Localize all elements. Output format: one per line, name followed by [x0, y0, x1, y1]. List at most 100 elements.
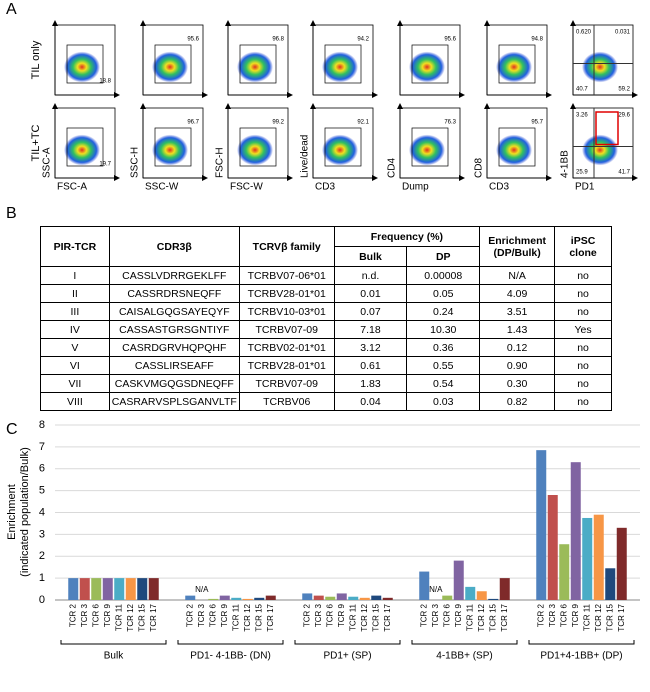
density [409, 134, 445, 166]
y-tick-label: 3 [39, 528, 45, 540]
x-axis-label: PD1 [575, 182, 595, 193]
table-cell: V [40, 338, 110, 357]
gate-value: 76.3 [444, 120, 456, 126]
gate [498, 127, 536, 167]
gate-value: 94.8 [531, 37, 543, 43]
gate [239, 44, 277, 84]
table-cell: 3.12 [333, 338, 408, 357]
group-bracket [60, 640, 167, 645]
bar [102, 578, 113, 600]
group-label: PD1+4-1BB+ (DP) [540, 651, 622, 662]
x-tick-label: TCR 17 [500, 603, 509, 631]
x-tick-label: TCR 2 [302, 603, 311, 627]
gate [498, 44, 536, 84]
bar [536, 450, 547, 600]
x-axis-label: FSC-W [230, 182, 263, 193]
table-cell: n.d. [333, 266, 408, 285]
density [152, 51, 188, 83]
header-cell: Bulk [333, 246, 408, 267]
density [322, 51, 358, 83]
x-tick-label: TCR 11 [348, 603, 357, 631]
table-row: I CASSLVDRRGEKLFF TCRBV07-06*01 n.d. 0.00008… [40, 266, 612, 285]
x-tick-label: TCR 17 [617, 603, 626, 631]
x-tick-label: TCR 15 [371, 603, 380, 631]
y-tick-label: 1 [39, 572, 45, 584]
gate-value: 96.8 [272, 37, 284, 43]
x-tick-label: TCR 2 [419, 603, 428, 627]
bar [453, 560, 464, 600]
header-cell: CDR3β [108, 226, 240, 267]
x-tick-label: TCR 11 [231, 603, 240, 631]
y-tick-label: 5 [39, 485, 45, 497]
table-cell: Yes [554, 320, 612, 339]
table-cell: III [40, 302, 110, 321]
y-tick-label: 7 [39, 441, 45, 453]
x-tick-label: TCR 12 [243, 603, 252, 631]
y-axis-label: (indicated population/Bulk) [19, 447, 31, 577]
x-tick-label: TCR 15 [605, 603, 614, 631]
table-row: V CASRDGRVHQPQHF TCRBV02-01*01 3.12 0.36 0.12… [40, 338, 612, 357]
bar [313, 595, 324, 600]
density [64, 134, 100, 166]
x-tick-label: TCR 2 [536, 603, 545, 627]
bar [547, 495, 558, 600]
table-row: IV CASSASTGRSGNTIYF TCRBV07-09 7.18 10.30 1.4… [40, 320, 612, 339]
group-bracket [177, 640, 284, 645]
gate-value: 18.8 [99, 79, 111, 85]
gate-value: 25.9 [576, 170, 588, 176]
bar [68, 578, 79, 600]
missing-label: N/A [195, 585, 209, 594]
gate [154, 127, 192, 167]
y-axis-label: CD4 [387, 158, 398, 178]
gate-value: 59.2 [618, 87, 630, 93]
x-tick-label: TCR 3 [548, 603, 557, 627]
x-tick-label: TCR 17 [383, 603, 392, 631]
x-tick-label: TCR 9 [454, 603, 463, 627]
gate [66, 127, 104, 167]
table-cell: TCRBV02-01*01 [238, 338, 335, 357]
gate-value: 92.1 [357, 120, 369, 126]
table-cell: 1.43 [479, 320, 556, 339]
table-cell: 0.04 [333, 392, 408, 411]
table-cell: 0.01 [333, 284, 408, 303]
gate-value: 0.620 [576, 30, 592, 36]
bar [254, 597, 265, 600]
bar [488, 598, 499, 600]
table-cell: 10.30 [406, 320, 481, 339]
table-row: II CASSRDRSNEQFF TCRBV28-01*01 0.01 0.05 4.09… [40, 284, 612, 303]
table-cell: 0.12 [479, 338, 556, 357]
table-cell: N/A [479, 266, 556, 285]
x-tick-label: TCR 11 [114, 603, 123, 631]
table-cell: 1.83 [333, 374, 408, 393]
gate-value: 3.26 [576, 113, 588, 119]
table-cell: no [554, 302, 612, 321]
table-cell: 0.07 [333, 302, 408, 321]
table-cell: IV [40, 320, 110, 339]
gate [595, 111, 619, 146]
gate-value: 19.7 [99, 162, 111, 168]
bar [219, 595, 230, 600]
bar [499, 578, 510, 600]
gate-value: 96.7 [187, 120, 199, 126]
group-bracket [528, 640, 635, 645]
bar [593, 514, 604, 600]
table-cell: no [554, 266, 612, 285]
x-axis-label: FSC-A [57, 182, 87, 193]
density [64, 51, 100, 83]
gate-value: 41.7 [618, 170, 630, 176]
x-tick-label: TCR 12 [477, 603, 486, 631]
table-cell: 0.90 [479, 356, 556, 375]
table-cell: 4.09 [479, 284, 556, 303]
bar [91, 578, 102, 600]
table-cell: no [554, 374, 612, 393]
bar [582, 517, 593, 600]
y-axis-label: SSC-A [42, 147, 53, 178]
bar [125, 578, 136, 600]
table-cell: no [554, 338, 612, 357]
header-cell: PIR-TCR [40, 226, 110, 267]
bar [242, 598, 253, 600]
table-cell: CASKVMGQGSDNEQFF [108, 374, 240, 393]
row-label: TIL+TC [30, 124, 42, 161]
gate [411, 44, 449, 84]
